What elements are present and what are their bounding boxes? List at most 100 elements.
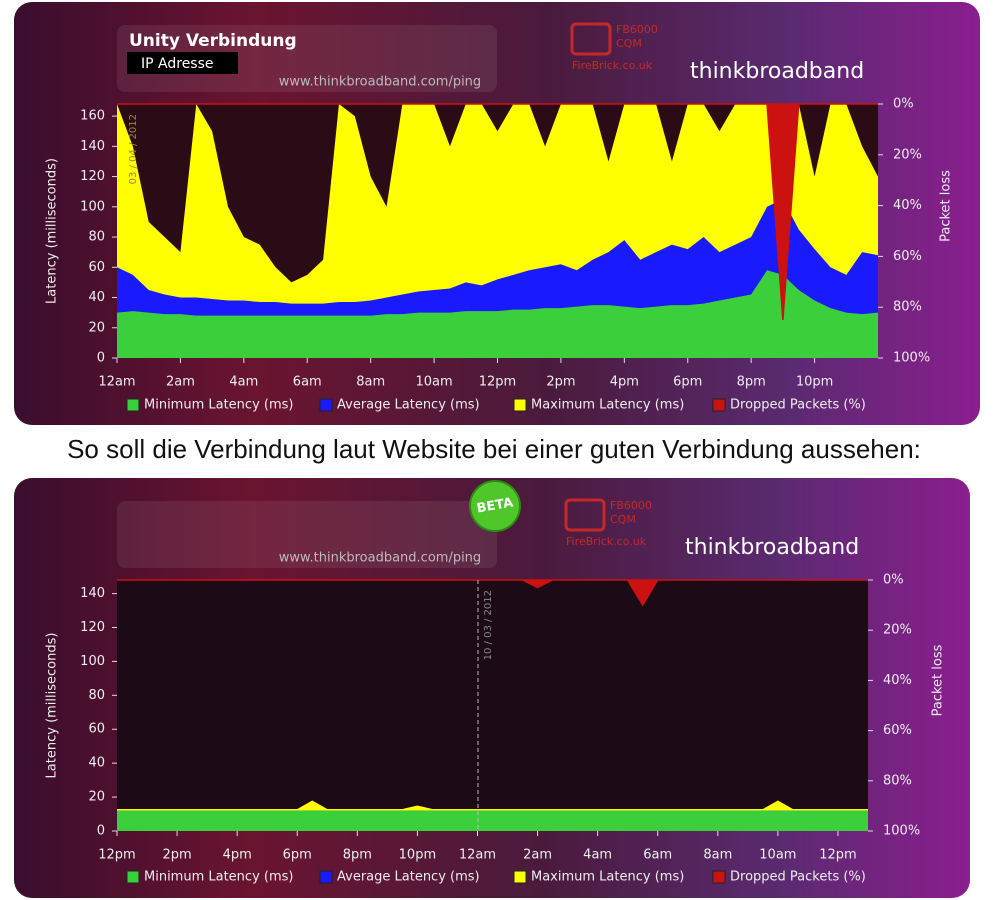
watermark: www.thinkbroadband.com/ping	[279, 75, 481, 90]
y2-tick-label: 40%	[893, 198, 922, 213]
y-axis-label: Latency (milliseconds)	[45, 158, 60, 304]
x-tick-label: 6am	[643, 848, 672, 863]
x-tick-label: 2pm	[546, 375, 575, 390]
x-tick-label: 2am	[166, 375, 195, 390]
sponsor-model: FB6000	[610, 499, 652, 512]
date-label: 03 / 04 / 2012	[128, 114, 139, 184]
legend-swatch	[712, 870, 726, 884]
legend-swatch	[126, 398, 140, 412]
x-tick-label: 4pm	[610, 375, 639, 390]
legend-swatch	[712, 398, 726, 412]
legend-label: Dropped Packets (%)	[730, 870, 866, 885]
y2-axis-label: Packet loss	[931, 644, 946, 716]
y-tick-label: 160	[80, 109, 105, 124]
caption: So soll die Verbindung laut Website bei …	[67, 434, 921, 464]
area-3	[117, 579, 868, 607]
plot-background	[117, 580, 868, 831]
x-tick-label: 12am	[459, 848, 496, 863]
y-tick-label: 80	[88, 230, 105, 245]
y2-tick-label: 80%	[883, 773, 912, 788]
y-tick-label: 0	[97, 351, 105, 366]
sponsor-site: FireBrick.co.uk	[566, 535, 647, 548]
x-tick-label: 6pm	[673, 375, 702, 390]
x-tick-label: 4am	[229, 375, 258, 390]
y2-tick-label: 20%	[893, 147, 922, 162]
watermark: www.thinkbroadband.com/ping	[279, 551, 481, 566]
y-tick-label: 60	[88, 722, 105, 737]
y-tick-label: 20	[88, 790, 105, 805]
legend-label: Maximum Latency (ms)	[531, 398, 684, 413]
legend-label: Average Latency (ms)	[337, 398, 480, 413]
x-tick-label: 10pm	[399, 848, 436, 863]
y2-tick-label: 20%	[883, 623, 912, 638]
y2-tick-label: 80%	[893, 300, 922, 315]
legend-swatch	[126, 870, 140, 884]
y-tick-label: 60	[88, 260, 105, 275]
y-tick-label: 140	[80, 586, 105, 601]
x-tick-label: 4pm	[223, 848, 252, 863]
y-tick-label: 80	[88, 688, 105, 703]
chart-title: Unity Verbindung	[129, 31, 297, 51]
brand: thinkbroadband	[690, 59, 864, 84]
y2-tick-label: 0%	[883, 573, 904, 588]
y2-tick-label: 100%	[883, 824, 920, 839]
legend-label: Dropped Packets (%)	[730, 398, 866, 413]
y-tick-label: 40	[88, 756, 105, 771]
area-0	[117, 270, 878, 358]
x-tick-label: 8pm	[737, 375, 766, 390]
x-tick-label: 12pm	[819, 848, 856, 863]
badge: BETA	[476, 495, 515, 516]
x-tick-label: 2pm	[162, 848, 191, 863]
date-label: 10 / 03 / 2012	[483, 590, 494, 660]
header-box	[117, 501, 497, 568]
y-tick-label: 100	[80, 199, 105, 214]
x-tick-label: 8am	[356, 375, 385, 390]
legend-swatch	[319, 398, 333, 412]
x-tick-label: 4am	[583, 848, 612, 863]
x-tick-label: 8am	[703, 848, 732, 863]
y2-tick-label: 40%	[883, 673, 912, 688]
x-tick-label: 10pm	[796, 375, 833, 390]
sponsor-logo	[570, 22, 612, 56]
y-tick-label: 20	[88, 320, 105, 335]
x-tick-label: 12pm	[98, 848, 135, 863]
chart-panel: Unity Verbindung IP Adresse www.thinkbroad…	[14, 2, 980, 425]
y-tick-label: 140	[80, 139, 105, 154]
x-tick-label: 12pm	[479, 375, 516, 390]
legend-swatch	[513, 398, 527, 412]
x-tick-label: 2am	[523, 848, 552, 863]
y-tick-label: 120	[80, 620, 105, 635]
legend-swatch	[319, 870, 333, 884]
x-tick-label: 6am	[293, 375, 322, 390]
sponsor-model: FB6000	[616, 23, 658, 36]
legend-swatch	[513, 870, 527, 884]
y2-tick-label: 60%	[883, 723, 912, 738]
y-tick-label: 40	[88, 290, 105, 305]
legend-label: Minimum Latency (ms)	[144, 870, 293, 885]
area-3	[117, 103, 878, 320]
x-tick-label: 10am	[415, 375, 452, 390]
x-tick-label: 10am	[759, 848, 796, 863]
sponsor-sub: CQM	[610, 513, 636, 526]
y2-tick-label: 100%	[893, 351, 930, 366]
badge-circle	[469, 480, 521, 532]
y-axis-label: Latency (milliseconds)	[45, 633, 60, 779]
sponsor-sub: CQM	[616, 37, 642, 50]
legend-label: Maximum Latency (ms)	[531, 870, 684, 885]
chart-panel: BETA www.thinkbroadband.com/ping FB6000CQM…	[14, 478, 970, 898]
header-box	[117, 25, 497, 92]
y2-tick-label: 0%	[893, 97, 914, 112]
chart-subtitle: IP Adresse	[141, 56, 214, 72]
y-tick-label: 120	[80, 169, 105, 184]
y-tick-label: 0	[97, 824, 105, 839]
sponsor-site: FireBrick.co.uk	[572, 59, 653, 72]
area-0	[117, 810, 868, 831]
sponsor-logo	[564, 498, 606, 532]
y2-tick-label: 60%	[893, 249, 922, 264]
y-tick-label: 100	[80, 654, 105, 669]
x-tick-label: 8pm	[343, 848, 372, 863]
y2-axis-label: Packet loss	[939, 170, 954, 242]
x-tick-label: 6pm	[283, 848, 312, 863]
legend-label: Average Latency (ms)	[337, 870, 480, 885]
